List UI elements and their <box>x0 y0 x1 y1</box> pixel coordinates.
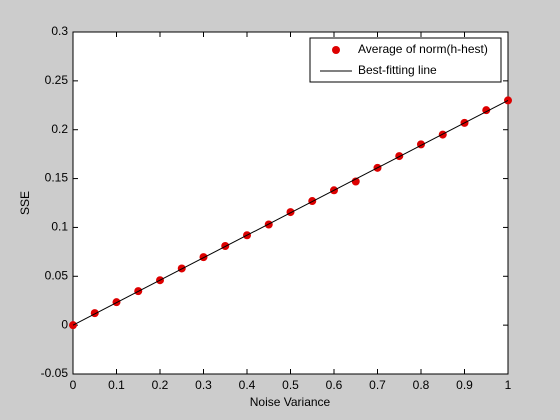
axes-box <box>72 31 509 375</box>
data-point <box>286 208 295 217</box>
plot-area <box>73 32 508 374</box>
y-tick-label: 0 <box>61 317 68 331</box>
legend-label: Average of norm(h-hest) <box>358 42 488 56</box>
y-tick-label: 0.05 <box>45 268 69 282</box>
data-point <box>199 253 208 262</box>
x-tick-label: 0.5 <box>282 378 299 392</box>
y-tick-label: 0.15 <box>45 171 69 185</box>
x-tick-label: 0.9 <box>456 378 473 392</box>
x-tick-label: 1 <box>505 378 512 392</box>
y-tick-label: 0.3 <box>51 24 68 38</box>
data-point <box>90 309 99 318</box>
data-point <box>351 177 360 186</box>
x-tick-label: 0.1 <box>108 378 125 392</box>
x-tick-label: 0.4 <box>239 378 256 392</box>
y-tick-label: -0.05 <box>41 366 69 380</box>
legend-marker <box>332 46 340 54</box>
x-axis-label: Noise Variance <box>250 395 331 409</box>
x-tick-label: 0.8 <box>413 378 430 392</box>
x-tick-label: 0 <box>70 378 77 392</box>
y-axis-label: SSE <box>18 191 32 215</box>
data-line <box>72 99 509 326</box>
legend-box <box>309 37 502 83</box>
x-tick-label: 0.7 <box>369 378 386 392</box>
x-tick-label: 0.2 <box>152 378 169 392</box>
legend-label: Best-fitting line <box>358 63 437 77</box>
y-tick-label: 0.25 <box>45 73 69 87</box>
x-tick-label: 0.6 <box>326 378 343 392</box>
x-tick-label: 0.3 <box>195 378 212 392</box>
y-tick-label: 0.2 <box>51 122 68 136</box>
y-tick-label: 0.1 <box>51 220 68 234</box>
